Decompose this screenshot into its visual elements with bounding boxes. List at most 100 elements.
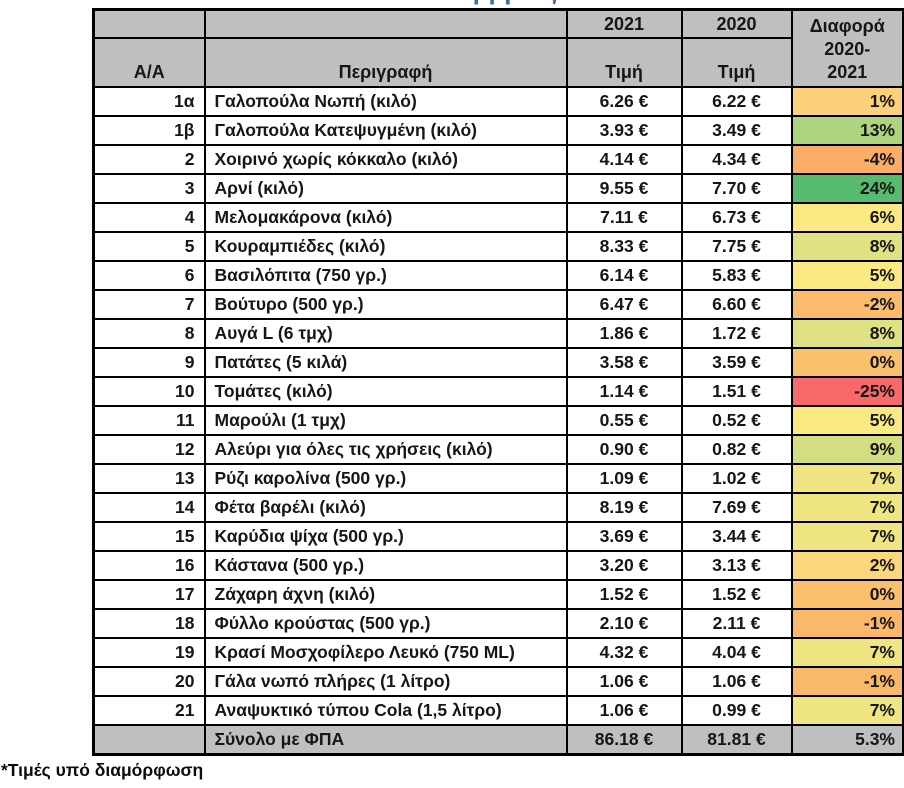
row-description-cell: Κουραμπιέδες (κιλό)	[203, 231, 568, 262]
row-price-2021-cell: 1.06 €	[565, 695, 683, 726]
row-description-cell: Γαλοπούλα Νωπή (κιλό)	[203, 86, 568, 117]
row-id-cell: 3	[92, 173, 206, 204]
table-row: 13 Ρύζι καρολίνα (500 γρ.) 1.09 € 1.02 €…	[92, 463, 904, 494]
row-id-cell: 1α	[92, 86, 206, 117]
table-row: 14 Φέτα βαρέλι (κιλό) 8.19 € 7.69 € 7%	[92, 492, 904, 523]
row-description-cell: Βασιλόπιτα (750 γρ.)	[203, 260, 568, 291]
row-id-cell: 18	[92, 608, 206, 639]
row-price-2021-cell: 2.10 €	[565, 608, 683, 639]
row-price-2021-cell: 1.52 €	[565, 579, 683, 610]
table-row: 6 Βασιλόπιτα (750 γρ.) 6.14 € 5.83 € 5%	[92, 260, 904, 291]
table-row: 7 Βούτυρο (500 γρ.) 6.47 € 6.60 € -2%	[92, 289, 904, 320]
row-diff-cell: 8%	[790, 231, 904, 262]
row-price-2020-cell: 7.75 €	[680, 231, 793, 262]
row-id-cell: 1β	[92, 115, 206, 146]
header-id: Α/Α	[92, 37, 206, 88]
table-row: 9 Πατάτες (5 κιλά) 3.58 € 3.59 € 0%	[92, 347, 904, 378]
row-price-2021-cell: 0.90 €	[565, 434, 683, 465]
row-id-cell: 12	[92, 434, 206, 465]
row-price-2020-cell: 4.34 €	[680, 144, 793, 175]
total-price-2021: 86.18 €	[565, 724, 683, 756]
row-id-cell: 15	[92, 521, 206, 552]
row-price-2020-cell: 7.69 €	[680, 492, 793, 523]
table-row: 1β Γαλοπούλα Κατεψυγμένη (κιλό) 3.93 € 3…	[92, 115, 904, 146]
header-price-2020: Τιμή	[680, 37, 793, 88]
table-row: 16 Κάστανα (500 γρ.) 3.20 € 3.13 € 2%	[92, 550, 904, 581]
page-title: Δεκέμβριος 2020-2021	[200, 0, 904, 6]
row-id-cell: 8	[92, 318, 206, 349]
row-diff-cell: 9%	[790, 434, 904, 465]
total-diff: 5.3%	[790, 724, 904, 756]
table-row: 1α Γαλοπούλα Νωπή (κιλό) 6.26 € 6.22 € 1…	[92, 86, 904, 117]
row-price-2021-cell: 6.47 €	[565, 289, 683, 320]
row-id-cell: 6	[92, 260, 206, 291]
row-description-cell: Φέτα βαρέλι (κιλό)	[203, 492, 568, 523]
row-id-cell: 9	[92, 347, 206, 378]
table-row: 20 Γάλα νωπό πλήρες (1 λίτρο) 1.06 € 1.0…	[92, 666, 904, 697]
row-price-2021-cell: 8.33 €	[565, 231, 683, 262]
row-price-2021-cell: 3.93 €	[565, 115, 683, 146]
row-diff-cell: 0%	[790, 347, 904, 378]
row-diff-cell: 8%	[790, 318, 904, 349]
row-price-2020-cell: 6.60 €	[680, 289, 793, 320]
row-price-2021-cell: 1.86 €	[565, 318, 683, 349]
row-price-2021-cell: 6.26 €	[565, 86, 683, 117]
row-id-cell: 2	[92, 144, 206, 175]
row-description-cell: Βούτυρο (500 γρ.)	[203, 289, 568, 320]
row-price-2020-cell: 1.02 €	[680, 463, 793, 494]
row-price-2021-cell: 3.69 €	[565, 521, 683, 552]
row-price-2020-cell: 0.99 €	[680, 695, 793, 726]
row-description-cell: Χοιρινό χωρίς κόκκαλο (κιλό)	[203, 144, 568, 175]
row-description-cell: Αναψυκτικό τύπου Cola (1,5 λίτρο)	[203, 695, 568, 726]
row-price-2020-cell: 3.59 €	[680, 347, 793, 378]
row-diff-cell: -25%	[790, 376, 904, 407]
row-description-cell: Κάστανα (500 γρ.)	[203, 550, 568, 581]
row-id-cell: 7	[92, 289, 206, 320]
table-header-years-row: 2021 2020 Διαφορά 2020-2021	[92, 8, 904, 88]
price-comparison-table: 2021 2020 Διαφορά 2020-2021 Α/Α Περιγραφ…	[92, 8, 904, 756]
header-description: Περιγραφή	[203, 37, 568, 88]
row-price-2020-cell: 4.04 €	[680, 637, 793, 668]
total-price-2020: 81.81 €	[680, 724, 793, 756]
table-row: 8 Αυγά L (6 τμχ) 1.86 € 1.72 € 8%	[92, 318, 904, 349]
row-price-2021-cell: 9.55 €	[565, 173, 683, 204]
row-price-2020-cell: 3.44 €	[680, 521, 793, 552]
row-diff-cell: 5%	[790, 405, 904, 436]
row-price-2020-cell: 3.13 €	[680, 550, 793, 581]
header-diff-label: Διαφορά 2020-2021	[809, 16, 885, 82]
header-year-2020: 2020	[680, 8, 793, 39]
row-price-2020-cell: 0.52 €	[680, 405, 793, 436]
row-diff-cell: 6%	[790, 202, 904, 233]
row-price-2020-cell: 2.11 €	[680, 608, 793, 639]
row-price-2020-cell: 1.72 €	[680, 318, 793, 349]
row-price-2021-cell: 3.20 €	[565, 550, 683, 581]
row-price-2021-cell: 3.58 €	[565, 347, 683, 378]
table-row: 15 Καρύδια ψίχα (500 γρ.) 3.69 € 3.44 € …	[92, 521, 904, 552]
row-id-cell: 16	[92, 550, 206, 581]
row-id-cell: 14	[92, 492, 206, 523]
row-price-2020-cell: 7.70 €	[680, 173, 793, 204]
row-description-cell: Γαλοπούλα Κατεψυγμένη (κιλό)	[203, 115, 568, 146]
table-row: 18 Φύλλο κρούστας (500 γρ.) 2.10 € 2.11 …	[92, 608, 904, 639]
row-price-2021-cell: 8.19 €	[565, 492, 683, 523]
table-row: 11 Μαρούλι (1 τμχ) 0.55 € 0.52 € 5%	[92, 405, 904, 436]
row-description-cell: Μαρούλι (1 τμχ)	[203, 405, 568, 436]
row-price-2020-cell: 5.83 €	[680, 260, 793, 291]
row-description-cell: Γάλα νωπό πλήρες (1 λίτρο)	[203, 666, 568, 697]
row-id-cell: 17	[92, 579, 206, 610]
row-id-cell: 13	[92, 463, 206, 494]
table-row: 10 Τομάτες (κιλό) 1.14 € 1.51 € -25%	[92, 376, 904, 407]
row-diff-cell: 7%	[790, 463, 904, 494]
row-diff-cell: 7%	[790, 521, 904, 552]
row-description-cell: Ζάχαρη άχνη (κιλό)	[203, 579, 568, 610]
row-description-cell: Τομάτες (κιλό)	[203, 376, 568, 407]
header-diff-cell: Διαφορά 2020-2021	[790, 8, 904, 88]
row-description-cell: Μελομακάρονα (κιλό)	[203, 202, 568, 233]
table-row: 2 Χοιρινό χωρίς κόκκαλο (κιλό) 4.14 € 4.…	[92, 144, 904, 175]
row-description-cell: Αρνί (κιλό)	[203, 173, 568, 204]
table-row: 12 Αλεύρι για όλες τις χρήσεις (κιλό) 0.…	[92, 434, 904, 465]
row-id-cell: 20	[92, 666, 206, 697]
row-price-2021-cell: 0.55 €	[565, 405, 683, 436]
row-diff-cell: -1%	[790, 608, 904, 639]
row-price-2020-cell: 0.82 €	[680, 434, 793, 465]
